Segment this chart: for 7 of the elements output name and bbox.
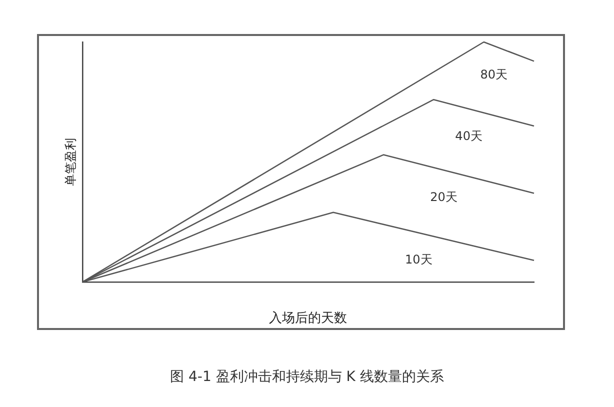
series-label: 20天 — [430, 190, 458, 204]
series-label: 40天 — [455, 128, 482, 143]
series-label: 10天 — [405, 252, 432, 267]
y-axis-title: 单笔盈利 — [64, 138, 78, 186]
series-label: 80天 — [480, 68, 508, 82]
text: 图 4-1 盈利冲击和持续期与 K 线数量的关系 — [169, 368, 445, 386]
x-axis-title: 入场后的天数 — [269, 310, 348, 325]
